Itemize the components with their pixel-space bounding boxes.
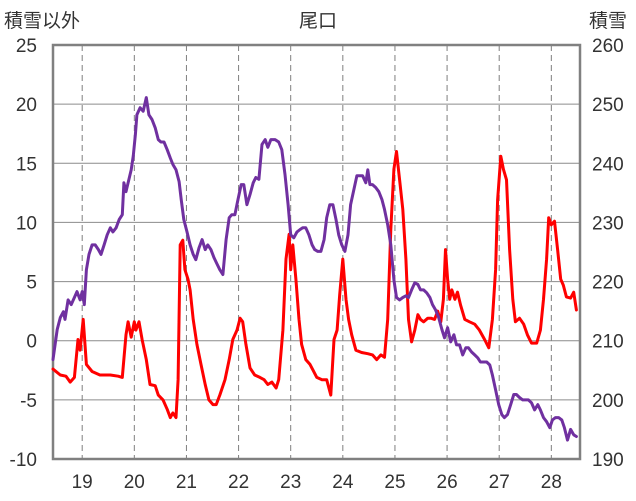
x-tick-label: 21 bbox=[176, 472, 197, 493]
x-tick-label: 25 bbox=[384, 472, 405, 493]
y-left-tick-label: 20 bbox=[16, 95, 37, 116]
x-tick-label: 20 bbox=[124, 472, 145, 493]
left-axis-title: 積雪以外 bbox=[4, 10, 80, 32]
chart-title: 尾口 bbox=[299, 11, 337, 32]
y-left-tick-label: 25 bbox=[16, 36, 37, 57]
series-layer bbox=[51, 96, 578, 442]
series-line-right-axis bbox=[51, 96, 578, 442]
y-left-tick-label: 5 bbox=[26, 273, 37, 294]
y-left-tick-label: -10 bbox=[10, 450, 37, 471]
x-tick-label: 28 bbox=[541, 472, 562, 493]
plot-frame bbox=[51, 43, 582, 461]
series-line-left-axis bbox=[51, 150, 578, 420]
y-right-tick-label: 260 bbox=[592, 36, 624, 57]
x-tick-label: 26 bbox=[437, 472, 458, 493]
x-axis-ticks: 19 20 21 22 23 24 25 26 27 28 bbox=[72, 472, 562, 493]
y-right-tick-label: 220 bbox=[592, 273, 624, 294]
y-left-tick-label: 15 bbox=[16, 154, 37, 175]
right-axis-ticks: 260 250 240 230 220 210 200 190 bbox=[592, 36, 624, 471]
y-right-tick-label: 210 bbox=[592, 332, 624, 353]
y-right-tick-label: 240 bbox=[592, 154, 624, 175]
x-tick-label: 22 bbox=[228, 472, 249, 493]
vertical-gridlines bbox=[81, 45, 552, 459]
y-left-tick-label: 10 bbox=[16, 213, 37, 234]
y-right-tick-label: 230 bbox=[592, 213, 624, 234]
y-left-tick-label: 0 bbox=[26, 332, 37, 353]
left-axis-ticks: 25 20 15 10 5 0 -5 -10 bbox=[10, 36, 37, 471]
x-tick-label: 23 bbox=[280, 472, 301, 493]
y-left-tick-label: -5 bbox=[20, 391, 37, 412]
y-right-tick-label: 190 bbox=[592, 450, 624, 471]
x-tick-label: 19 bbox=[72, 472, 93, 493]
x-tick-label: 27 bbox=[489, 472, 510, 493]
y-right-tick-label: 250 bbox=[592, 95, 624, 116]
y-right-tick-label: 200 bbox=[592, 391, 624, 412]
x-tick-label: 24 bbox=[332, 472, 354, 493]
right-axis-title: 積雪 bbox=[589, 10, 627, 32]
